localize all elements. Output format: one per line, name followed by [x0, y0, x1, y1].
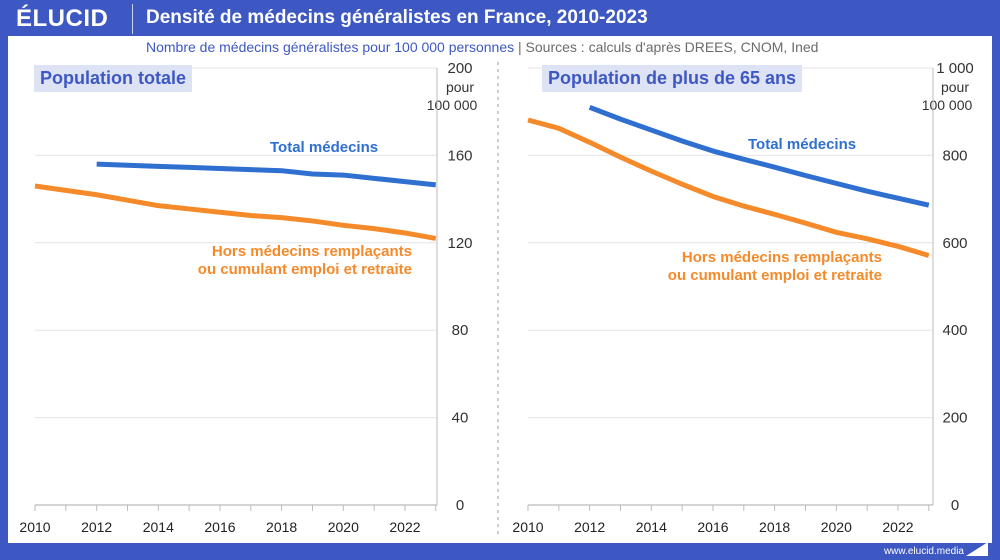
x-tick-label: 2010: [19, 519, 50, 535]
x-tick-label: 2018: [266, 519, 297, 535]
logo: ÉLUCID: [16, 5, 109, 32]
x-tick-label: 2014: [636, 519, 667, 535]
y-unit-label: 100 000: [427, 97, 478, 113]
y-tick-label: 160: [447, 147, 472, 164]
subtitle: Nombre de médecins généralistes pour 100…: [146, 39, 818, 55]
x-tick-label: 2010: [512, 519, 543, 535]
x-tick-label: 2018: [759, 519, 790, 535]
series-label-hors: ou cumulant emploi et retraite: [198, 261, 412, 278]
y-tick-label: 600: [942, 235, 967, 252]
series-label-hors: ou cumulant emploi et retraite: [668, 267, 882, 284]
x-tick-label: 2020: [328, 519, 359, 535]
x-tick-label: 2022: [389, 519, 420, 535]
chart-title: Densité de médecins généralistes en Fran…: [146, 7, 648, 28]
y-tick-label: 800: [942, 147, 967, 164]
y-tick-label: 400: [942, 322, 967, 339]
y-unit-label: pour: [446, 79, 474, 95]
x-tick-label: 2014: [143, 519, 174, 535]
x-tick-label: 2012: [81, 519, 112, 535]
separator: |: [518, 39, 522, 55]
footer-url[interactable]: www.elucid.media: [883, 546, 964, 557]
y-tick-label: 0: [456, 497, 464, 514]
panel-title-left: Population totale: [34, 65, 192, 92]
y-tick-label: 40: [452, 410, 469, 427]
y-tick-label: 80: [452, 322, 469, 339]
y-tick-label: 200: [447, 60, 472, 77]
y-tick-label: 200: [942, 410, 967, 427]
x-tick-label: 2016: [697, 519, 728, 535]
y-tick-label: 0: [951, 497, 959, 514]
series-label-hors: Hors médecins remplaçants: [682, 249, 882, 266]
header: ÉLUCID Densité de médecins généralistes …: [0, 0, 1000, 36]
panel-title-right: Population de plus de 65 ans: [542, 65, 803, 92]
y-tick-label: 1 000: [936, 60, 974, 77]
elucid-mark-icon: [966, 542, 988, 556]
header-divider: [132, 4, 133, 34]
series-line-total: [588, 104, 930, 208]
series-label-total: Total médecins: [748, 136, 856, 153]
series-line-hors: [527, 117, 930, 258]
sources-text: Sources : calculs d'après DREES, CNOM, I…: [525, 39, 819, 55]
measure-text: Nombre de médecins généralistes pour 100…: [146, 39, 515, 55]
series-label-total: Total médecins: [270, 139, 378, 156]
series-line-hors: [34, 183, 437, 241]
x-tick-label: 2022: [882, 519, 913, 535]
y-unit-label: 100 000: [922, 97, 973, 113]
chart-panel: [8, 36, 992, 543]
y-unit-label: pour: [941, 79, 969, 95]
y-tick-label: 120: [447, 235, 472, 252]
x-tick-label: 2020: [821, 519, 852, 535]
series-label-hors: Hors médecins remplaçants: [212, 243, 412, 260]
x-tick-label: 2012: [574, 519, 605, 535]
x-tick-label: 2016: [204, 519, 235, 535]
series-line-total: [96, 161, 437, 188]
